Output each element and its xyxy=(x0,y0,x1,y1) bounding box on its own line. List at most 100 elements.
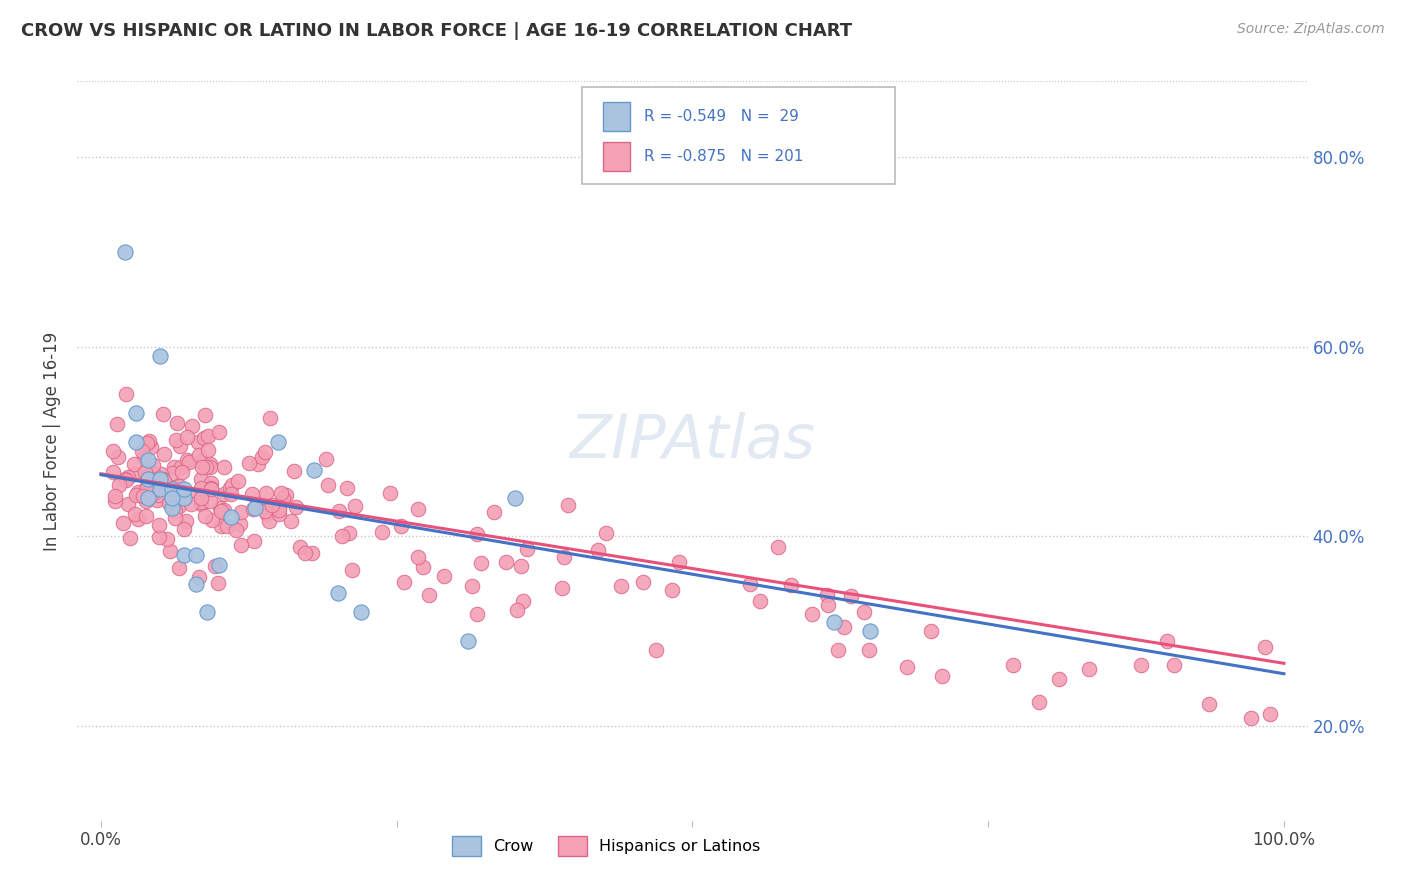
Point xyxy=(173,491,195,506)
Point xyxy=(169,439,191,453)
Point xyxy=(163,511,186,525)
Point xyxy=(146,488,169,502)
Point xyxy=(150,467,173,481)
Point xyxy=(157,495,180,509)
Point xyxy=(187,434,209,449)
Bar xyxy=(603,102,630,130)
Point xyxy=(260,498,283,512)
Point xyxy=(108,477,131,491)
Point xyxy=(153,447,176,461)
Point xyxy=(668,555,690,569)
Point xyxy=(1258,707,1281,722)
Point xyxy=(104,490,127,504)
Point xyxy=(801,607,824,622)
Point xyxy=(859,624,882,639)
Point xyxy=(166,480,188,494)
Point xyxy=(124,467,146,482)
Text: R = -0.549   N =  29: R = -0.549 N = 29 xyxy=(644,109,800,124)
Point xyxy=(132,490,155,504)
Point xyxy=(228,517,250,532)
Point xyxy=(1163,657,1185,672)
Point xyxy=(190,481,212,495)
Point xyxy=(209,518,232,533)
Point xyxy=(190,491,212,506)
Point xyxy=(138,434,160,448)
Point xyxy=(1028,696,1050,710)
Point xyxy=(221,478,243,492)
Point xyxy=(149,349,172,363)
Point xyxy=(107,450,129,465)
Point xyxy=(225,523,247,537)
Point xyxy=(169,459,191,474)
Point xyxy=(588,543,610,558)
Point xyxy=(288,540,311,554)
Point xyxy=(738,576,761,591)
Point xyxy=(155,533,177,547)
Point xyxy=(315,452,337,467)
Point xyxy=(280,514,302,528)
Point xyxy=(160,500,183,515)
Point xyxy=(301,546,323,560)
Point xyxy=(149,482,172,496)
Point xyxy=(780,577,803,591)
Point xyxy=(136,473,159,487)
Point xyxy=(243,500,266,515)
Point xyxy=(177,487,200,501)
Point xyxy=(242,502,264,516)
Point xyxy=(163,460,186,475)
Point xyxy=(1001,658,1024,673)
Point xyxy=(134,465,156,479)
Point xyxy=(512,594,534,608)
Point xyxy=(111,516,134,531)
Point xyxy=(226,475,249,489)
Point xyxy=(920,624,942,639)
Point xyxy=(181,418,204,433)
Point xyxy=(510,559,533,574)
Point xyxy=(827,643,849,657)
Point xyxy=(267,500,290,515)
Point xyxy=(931,669,953,683)
Point xyxy=(326,586,349,600)
Point xyxy=(340,563,363,577)
Point xyxy=(457,633,479,648)
Point xyxy=(190,497,212,511)
Point xyxy=(128,487,150,501)
Point xyxy=(467,526,489,541)
Point xyxy=(176,514,198,528)
Point xyxy=(516,541,538,556)
Point xyxy=(159,544,181,558)
Point xyxy=(240,487,263,501)
Point xyxy=(198,493,221,508)
Point xyxy=(302,463,325,477)
Point xyxy=(270,486,292,500)
Point xyxy=(610,579,633,593)
Point xyxy=(152,472,174,486)
Point xyxy=(177,455,200,469)
Point xyxy=(551,581,574,595)
Point xyxy=(208,558,231,572)
Point xyxy=(194,509,217,524)
Point xyxy=(208,500,231,515)
Point xyxy=(832,620,855,634)
Point xyxy=(197,443,219,458)
Point xyxy=(817,599,839,613)
Point xyxy=(412,560,434,574)
Point xyxy=(406,549,429,564)
Point xyxy=(269,507,291,521)
Point xyxy=(246,500,269,514)
Point xyxy=(209,504,232,518)
Point xyxy=(176,452,198,467)
Point xyxy=(200,482,222,496)
Point xyxy=(208,425,231,440)
Point xyxy=(101,465,124,479)
Point xyxy=(1198,697,1220,711)
Point xyxy=(328,503,350,517)
Point xyxy=(316,477,339,491)
Point xyxy=(254,486,277,500)
Point xyxy=(267,503,290,517)
Point xyxy=(135,508,157,523)
Point xyxy=(124,507,146,521)
Point xyxy=(408,502,430,516)
Point xyxy=(418,588,440,602)
Point xyxy=(853,605,876,619)
